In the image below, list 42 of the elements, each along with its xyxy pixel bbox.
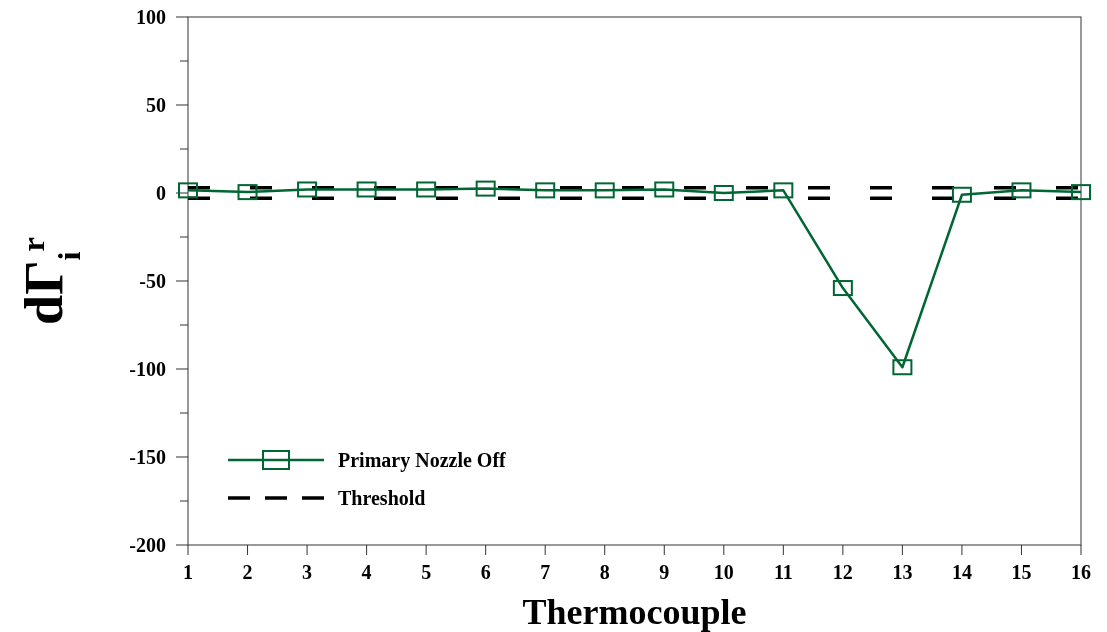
point xyxy=(832,280,853,297)
point xyxy=(178,182,198,199)
x-tick-label: 16 xyxy=(1071,561,1091,583)
x-tick-label: 8 xyxy=(599,561,610,583)
x-tick-label: 13 xyxy=(892,561,913,583)
x-tick-label: 6 xyxy=(480,561,491,583)
legend-label: Threshold xyxy=(338,487,426,509)
point xyxy=(773,182,794,199)
point xyxy=(356,181,377,198)
x-tick-label: 1 xyxy=(183,561,193,583)
y-tick-label: -100 xyxy=(129,358,166,380)
point xyxy=(713,185,734,201)
point xyxy=(1011,182,1032,199)
x-tick-label: 7 xyxy=(540,561,551,583)
point xyxy=(892,359,913,376)
point xyxy=(951,186,972,203)
point xyxy=(1071,184,1091,201)
x-tick-label: 15 xyxy=(1011,561,1032,583)
x-tick-label: 3 xyxy=(302,561,313,583)
y-tick-label: -150 xyxy=(129,446,166,468)
point xyxy=(594,182,615,199)
x-tick-label: 11 xyxy=(773,561,793,583)
point xyxy=(416,181,437,198)
x-tick-label: 2 xyxy=(242,561,253,583)
x-tick-label: 10 xyxy=(713,561,734,583)
x-tick-label: 14 xyxy=(951,561,972,583)
point xyxy=(237,184,258,201)
legend-label: Primary Nozzle Off xyxy=(338,449,507,472)
x-tick-label: 12 xyxy=(832,561,853,583)
x-tick-label: 5 xyxy=(421,561,432,583)
point xyxy=(475,180,496,197)
y-tick-label: 0 xyxy=(156,182,166,204)
y-tick-label: -50 xyxy=(139,270,166,292)
x-tick-label: 9 xyxy=(659,561,670,583)
point xyxy=(297,181,318,198)
y-tick-label: -200 xyxy=(129,534,166,556)
point xyxy=(654,181,675,198)
y-tick-label: 50 xyxy=(146,94,166,116)
x-tick-label: 4 xyxy=(361,561,372,583)
y-tick-label: 100 xyxy=(136,6,166,28)
x-axis-title: Thermocouple xyxy=(522,592,747,632)
point xyxy=(535,182,556,199)
